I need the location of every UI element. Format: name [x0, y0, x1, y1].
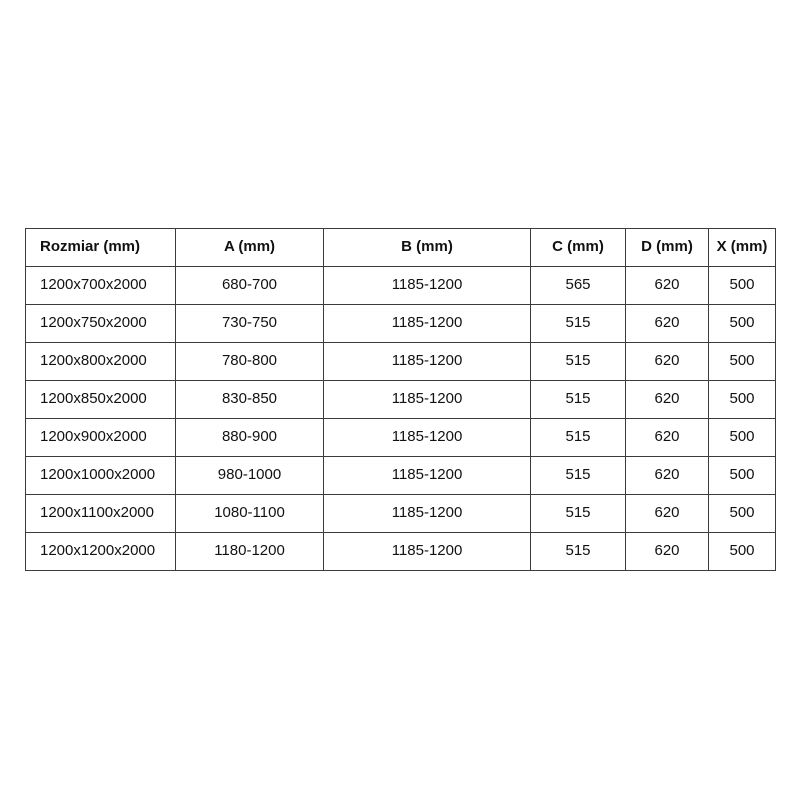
cell-d: 620 — [625, 304, 709, 343]
cell-b: 1185-1200 — [323, 342, 531, 381]
cell-b: 1185-1200 — [323, 380, 531, 419]
table-header-row: Rozmiar (mm) A (mm) B (mm) C (mm) D (mm)… — [25, 228, 776, 267]
column-header-d: D (mm) — [625, 228, 709, 267]
cell-x: 500 — [708, 266, 776, 305]
table-row: 1200x700x2000 680-700 1185-1200 565 620 … — [25, 266, 776, 305]
cell-x: 500 — [708, 342, 776, 381]
cell-a: 780-800 — [175, 342, 324, 381]
specification-table: Rozmiar (mm) A (mm) B (mm) C (mm) D (mm)… — [25, 228, 776, 571]
cell-d: 620 — [625, 456, 709, 495]
cell-a: 880-900 — [175, 418, 324, 457]
cell-x: 500 — [708, 418, 776, 457]
cell-a: 1180-1200 — [175, 532, 324, 571]
cell-x: 500 — [708, 532, 776, 571]
cell-b: 1185-1200 — [323, 418, 531, 457]
table-row: 1200x750x2000 730-750 1185-1200 515 620 … — [25, 304, 776, 343]
table-row: 1200x800x2000 780-800 1185-1200 515 620 … — [25, 342, 776, 381]
cell-a: 980-1000 — [175, 456, 324, 495]
cell-size: 1200x700x2000 — [25, 266, 176, 305]
column-header-b: B (mm) — [323, 228, 531, 267]
cell-c: 515 — [530, 532, 626, 571]
cell-size: 1200x900x2000 — [25, 418, 176, 457]
cell-b: 1185-1200 — [323, 494, 531, 533]
cell-d: 620 — [625, 266, 709, 305]
cell-c: 565 — [530, 266, 626, 305]
column-header-size: Rozmiar (mm) — [25, 228, 176, 267]
cell-c: 515 — [530, 380, 626, 419]
cell-c: 515 — [530, 418, 626, 457]
cell-x: 500 — [708, 494, 776, 533]
cell-x: 500 — [708, 380, 776, 419]
cell-a: 680-700 — [175, 266, 324, 305]
cell-b: 1185-1200 — [323, 266, 531, 305]
cell-d: 620 — [625, 380, 709, 419]
cell-c: 515 — [530, 456, 626, 495]
cell-c: 515 — [530, 342, 626, 381]
cell-size: 1200x850x2000 — [25, 380, 176, 419]
cell-a: 1080-1100 — [175, 494, 324, 533]
cell-b: 1185-1200 — [323, 456, 531, 495]
table-row: 1200x1000x2000 980-1000 1185-1200 515 62… — [25, 456, 776, 495]
specification-table-container: Rozmiar (mm) A (mm) B (mm) C (mm) D (mm)… — [25, 228, 776, 571]
cell-b: 1185-1200 — [323, 532, 531, 571]
table-row: 1200x1200x2000 1180-1200 1185-1200 515 6… — [25, 532, 776, 571]
cell-x: 500 — [708, 304, 776, 343]
table-body: 1200x700x2000 680-700 1185-1200 565 620 … — [25, 266, 776, 571]
cell-size: 1200x800x2000 — [25, 342, 176, 381]
cell-size: 1200x750x2000 — [25, 304, 176, 343]
cell-a: 830-850 — [175, 380, 324, 419]
table-row: 1200x900x2000 880-900 1185-1200 515 620 … — [25, 418, 776, 457]
cell-c: 515 — [530, 494, 626, 533]
table-header: Rozmiar (mm) A (mm) B (mm) C (mm) D (mm)… — [25, 228, 776, 267]
column-header-x: X (mm) — [708, 228, 776, 267]
cell-d: 620 — [625, 418, 709, 457]
cell-d: 620 — [625, 532, 709, 571]
column-header-c: C (mm) — [530, 228, 626, 267]
cell-size: 1200x1200x2000 — [25, 532, 176, 571]
column-header-a: A (mm) — [175, 228, 324, 267]
cell-a: 730-750 — [175, 304, 324, 343]
cell-d: 620 — [625, 342, 709, 381]
cell-c: 515 — [530, 304, 626, 343]
cell-b: 1185-1200 — [323, 304, 531, 343]
cell-d: 620 — [625, 494, 709, 533]
cell-x: 500 — [708, 456, 776, 495]
cell-size: 1200x1000x2000 — [25, 456, 176, 495]
table-row: 1200x1100x2000 1080-1100 1185-1200 515 6… — [25, 494, 776, 533]
cell-size: 1200x1100x2000 — [25, 494, 176, 533]
table-row: 1200x850x2000 830-850 1185-1200 515 620 … — [25, 380, 776, 419]
